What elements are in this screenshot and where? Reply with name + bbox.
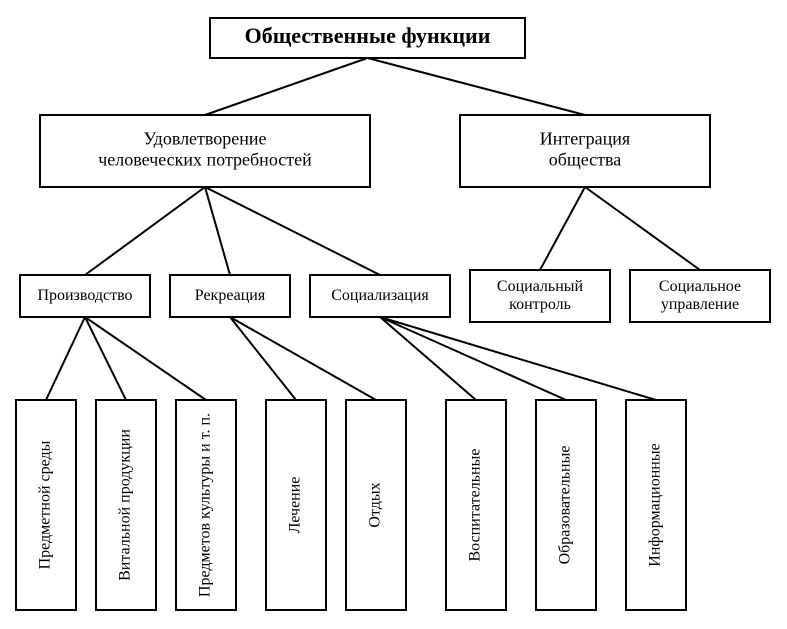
node-label-l4: Лечение	[287, 477, 304, 534]
node-label-l3: Предметов культуры и т. п.	[197, 413, 214, 597]
edge-soc-l8	[380, 317, 656, 400]
edge-prod-l3	[85, 317, 206, 400]
edge-rec-l5	[230, 317, 376, 400]
edge-integ-ctrl	[540, 187, 585, 270]
edge-rec-l4	[230, 317, 296, 400]
edge-root-integ	[368, 58, 586, 115]
node-label-l1: Предметной среды	[37, 440, 54, 569]
node-rec: Рекреация	[170, 275, 290, 317]
edge-integ-mgmt	[585, 187, 700, 270]
node-needs: Удовлетворениечеловеческих потребностей	[40, 115, 370, 187]
edge-needs-soc	[205, 187, 380, 275]
node-l1: Предметной среды	[16, 400, 76, 610]
node-l4: Лечение	[266, 400, 326, 610]
node-label-l7: Образовательные	[557, 446, 574, 565]
node-label-integ: Интеграцияобщества	[540, 129, 630, 170]
node-label-prod: Производство	[37, 287, 132, 304]
edge-soc-l7	[380, 317, 566, 400]
edge-needs-rec	[205, 187, 230, 275]
node-ctrl: Социальныйконтроль	[470, 270, 610, 322]
node-mgmt: Социальноеуправление	[630, 270, 770, 322]
edge-prod-l1	[46, 317, 85, 400]
node-label-l6: Воспитательные	[467, 449, 484, 562]
node-label-l5: Отдых	[367, 482, 384, 527]
node-label-rec: Рекреация	[195, 287, 266, 304]
node-label-soc: Социализация	[331, 287, 429, 304]
node-integ: Интеграцияобщества	[460, 115, 710, 187]
node-l7: Образовательные	[536, 400, 596, 610]
edge-soc-l6	[380, 317, 476, 400]
node-label-root: Общественные функции	[245, 23, 491, 48]
edge-prod-l2	[85, 317, 126, 400]
node-l2: Витальной продукции	[96, 400, 156, 610]
edges	[46, 58, 700, 400]
node-label-l8: Информационные	[647, 443, 664, 566]
node-root: Общественные функции	[210, 18, 525, 58]
edge-needs-prod	[85, 187, 205, 275]
node-label-l2: Витальной продукции	[117, 429, 134, 581]
node-label-mgmt: Социальноеуправление	[659, 277, 741, 312]
node-label-ctrl: Социальныйконтроль	[497, 277, 584, 312]
node-l3: Предметов культуры и т. п.	[176, 400, 236, 610]
edge-root-needs	[205, 58, 368, 115]
node-l6: Воспитательные	[446, 400, 506, 610]
node-l5: Отдых	[346, 400, 406, 610]
node-l8: Информационные	[626, 400, 686, 610]
diagram-canvas: Общественные функции Удовлетворениечелове…	[0, 0, 787, 629]
node-soc: Социализация	[310, 275, 450, 317]
node-prod: Производство	[20, 275, 150, 317]
